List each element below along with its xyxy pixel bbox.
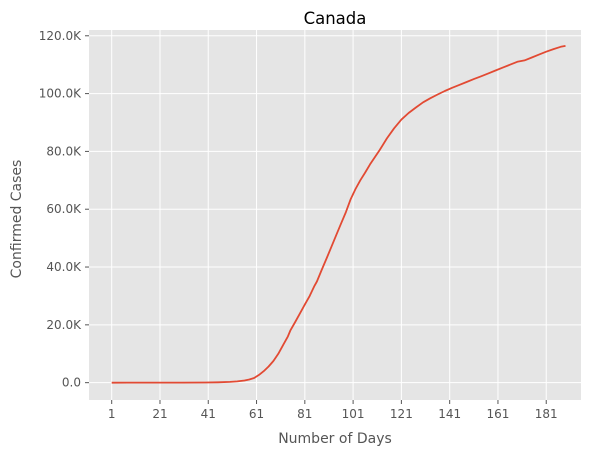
y-tick-label: 60.0K: [46, 202, 82, 216]
y-tick-label: 120.0K: [39, 29, 82, 43]
chart-title: Canada: [304, 9, 367, 28]
y-tick-label: 80.0K: [46, 144, 82, 158]
y-tick-label: 100.0K: [39, 87, 82, 101]
y-tick-label: 0.0: [62, 376, 81, 390]
y-tick-label: 40.0K: [46, 260, 82, 274]
x-axis-ticks: 1 21 41 61 81 101 121 141 161 181: [108, 400, 558, 421]
x-tick-label: 81: [297, 407, 312, 421]
x-axis-label: Number of Days: [278, 431, 392, 447]
x-tick-label: 21: [152, 407, 167, 421]
x-tick-label: 1: [108, 407, 116, 421]
x-tick-label: 101: [342, 407, 365, 421]
x-gridlines: [111, 30, 547, 400]
x-tick-label: 141: [438, 407, 461, 421]
x-tick-label: 161: [487, 407, 510, 421]
y-tick-label: 20.0K: [46, 318, 82, 332]
series-line-0: [111, 45, 566, 384]
y-axis-label: Confirmed Cases: [9, 160, 25, 279]
x-tick-label: 181: [535, 407, 558, 421]
x-tick-label: 41: [201, 407, 216, 421]
plot-area: [89, 30, 581, 400]
x-tick-label: 121: [390, 407, 413, 421]
x-tick-label: 61: [249, 407, 264, 421]
y-axis-ticks: 0.0 20.0K 40.0K 60.0K 80.0K 100.0K 120.0K: [39, 29, 89, 390]
series-layer: [111, 45, 566, 384]
